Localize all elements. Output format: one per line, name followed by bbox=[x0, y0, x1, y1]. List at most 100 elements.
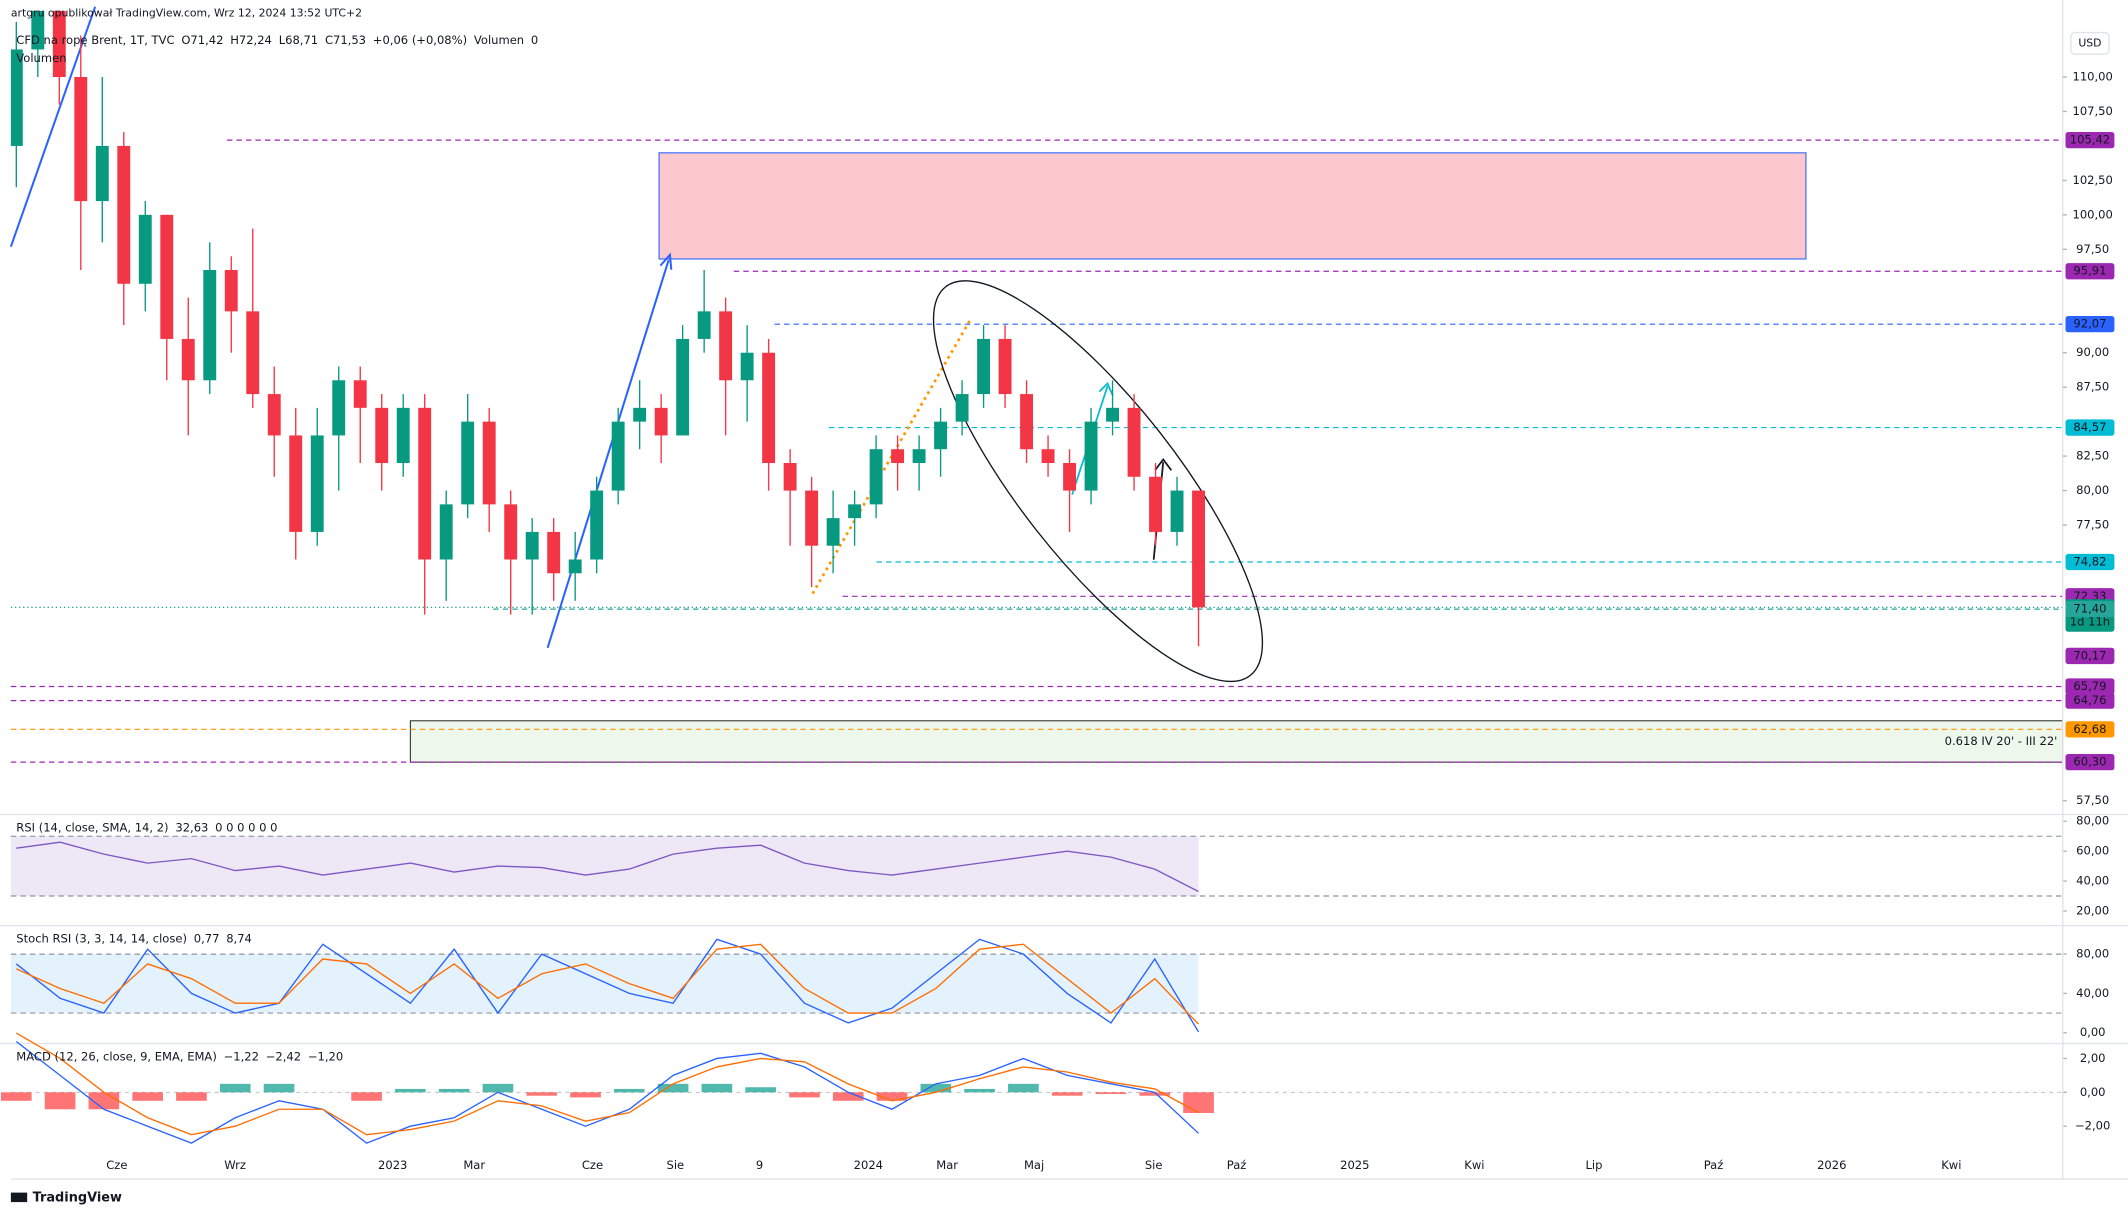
histogram-bar bbox=[876, 1092, 908, 1101]
candle-body bbox=[267, 394, 281, 436]
price-label: 95,91 bbox=[2073, 264, 2106, 278]
candle-body bbox=[590, 490, 604, 560]
y-tick-label: 80,00 bbox=[2076, 483, 2109, 497]
price-label-box bbox=[2065, 600, 2115, 618]
histogram-bar bbox=[1139, 1092, 1171, 1096]
candle-body bbox=[95, 145, 109, 202]
y-tick-label: 80,00 bbox=[2076, 814, 2109, 828]
x-tick-label: Mar bbox=[936, 1158, 958, 1172]
zone bbox=[658, 152, 1807, 260]
y-tick-label: 97,50 bbox=[2076, 242, 2109, 256]
x-tick-label: Mar bbox=[463, 1158, 485, 1172]
y-tick-label: 40,00 bbox=[2076, 986, 2109, 1000]
panel-band bbox=[10, 954, 1199, 1014]
candle-body bbox=[482, 421, 496, 505]
x-tick-label: Wrz bbox=[224, 1158, 246, 1172]
histogram-bar bbox=[395, 1088, 426, 1093]
price-label-box bbox=[2065, 647, 2115, 665]
histogram-bar bbox=[438, 1088, 470, 1093]
histogram-bar bbox=[1095, 1092, 1127, 1095]
price-label-box bbox=[2065, 678, 2115, 695]
price-label: 105,42 bbox=[2070, 133, 2110, 147]
x-tick-label: 2023 bbox=[378, 1158, 407, 1172]
price-label-box bbox=[2065, 263, 2115, 280]
candle-body bbox=[203, 270, 217, 381]
currency[interactable]: USD bbox=[2078, 36, 2101, 49]
candle-body bbox=[289, 435, 303, 532]
candle-body bbox=[740, 352, 754, 381]
candle-body bbox=[783, 462, 797, 491]
candle-body bbox=[74, 77, 88, 202]
candle-body bbox=[332, 380, 346, 436]
y-tick-label: 60,00 bbox=[2076, 844, 2109, 858]
candle-body bbox=[181, 338, 195, 381]
candle-body bbox=[224, 270, 238, 312]
histogram-bar bbox=[701, 1083, 733, 1093]
indicator-line bbox=[16, 943, 1200, 1025]
candle-body bbox=[1170, 490, 1184, 532]
publisher: artgru opublikował TradingView.com, Wrz … bbox=[11, 7, 362, 20]
candle-body bbox=[525, 531, 539, 560]
x-tick-label: Paź bbox=[1704, 1158, 1724, 1172]
indicator-title: Stoch RSI (3, 3, 14, 14, close) bbox=[16, 932, 187, 946]
candle-body bbox=[439, 504, 453, 560]
histogram-bar bbox=[44, 1092, 76, 1110]
y-tick-label: 90,00 bbox=[2076, 345, 2109, 359]
histogram-bar bbox=[789, 1092, 820, 1098]
price-label-box bbox=[2065, 316, 2115, 333]
histogram-bar bbox=[745, 1087, 776, 1093]
currency-box[interactable] bbox=[2070, 31, 2110, 55]
y-tick-label: 0,00 bbox=[2080, 1025, 2106, 1039]
y-tick-label: 2,00 bbox=[2080, 1051, 2106, 1065]
x-tick-label: Cze bbox=[106, 1158, 127, 1172]
ohlc-value: C71,53 bbox=[325, 33, 366, 47]
y-tick-label: 107,50 bbox=[2072, 104, 2112, 118]
indicator-readout: −1,22 bbox=[224, 1050, 259, 1064]
candle-body bbox=[1020, 394, 1034, 450]
panel-band bbox=[10, 836, 1199, 897]
histogram-bar bbox=[0, 1092, 32, 1101]
candle-body bbox=[246, 311, 260, 395]
y-tick-label: 20,00 bbox=[2076, 903, 2109, 917]
histogram-bar bbox=[570, 1092, 601, 1098]
x-tick-label: Kwi bbox=[1464, 1158, 1484, 1172]
price-label: 70,17 bbox=[2073, 648, 2106, 662]
y-tick-label: 77,50 bbox=[2076, 518, 2109, 532]
candle-body bbox=[117, 145, 131, 284]
y-tick-label: 110,00 bbox=[2072, 70, 2112, 84]
indicator-title: RSI (14, close, SMA, 14, 2) bbox=[16, 821, 168, 835]
indicator-readout: 8,74 bbox=[226, 932, 252, 946]
x-tick-label: Paź bbox=[1227, 1158, 1247, 1172]
indicator-title: MACD (12, 26, close, 9, EMA, EMA) bbox=[16, 1050, 217, 1064]
x-tick-label: 2025 bbox=[1340, 1158, 1369, 1172]
y-tick-label: 82,50 bbox=[2076, 449, 2109, 463]
histogram-bar bbox=[1008, 1083, 1039, 1093]
price-label: 74,82 bbox=[2073, 554, 2106, 568]
price-label: 92,07 bbox=[2073, 317, 2106, 331]
candle-body bbox=[418, 407, 432, 560]
histogram-bar bbox=[132, 1092, 163, 1101]
y-tick-label: 87,50 bbox=[2076, 380, 2109, 394]
x-tick-label: Lip bbox=[1585, 1158, 1602, 1172]
candle-body bbox=[547, 531, 561, 574]
indicator-readout: 0 0 0 0 0 0 bbox=[215, 821, 277, 835]
candle-body bbox=[719, 311, 733, 381]
sublegend: Volumen bbox=[16, 51, 66, 65]
arrow-head bbox=[659, 252, 673, 270]
y-tick-label: −2,00 bbox=[2075, 1119, 2110, 1133]
price-label: 64,76 bbox=[2073, 693, 2106, 707]
candle-body bbox=[912, 449, 926, 463]
indicator-readout: −2,42 bbox=[266, 1050, 301, 1064]
x-tick-label: 2024 bbox=[854, 1158, 883, 1172]
candle-body bbox=[353, 380, 367, 408]
candle-body bbox=[504, 504, 518, 560]
histogram-bar bbox=[1183, 1092, 1214, 1113]
candle-body bbox=[676, 338, 690, 436]
candle-body bbox=[10, 49, 23, 146]
price-label: 71,40 bbox=[2073, 602, 2106, 616]
histogram-bar bbox=[219, 1083, 251, 1093]
ohlc-value: +0,06 (+0,08%) bbox=[373, 33, 467, 47]
x-tick-label: Sie bbox=[667, 1158, 685, 1172]
histogram-bar bbox=[613, 1088, 645, 1093]
candle-body bbox=[654, 407, 668, 436]
